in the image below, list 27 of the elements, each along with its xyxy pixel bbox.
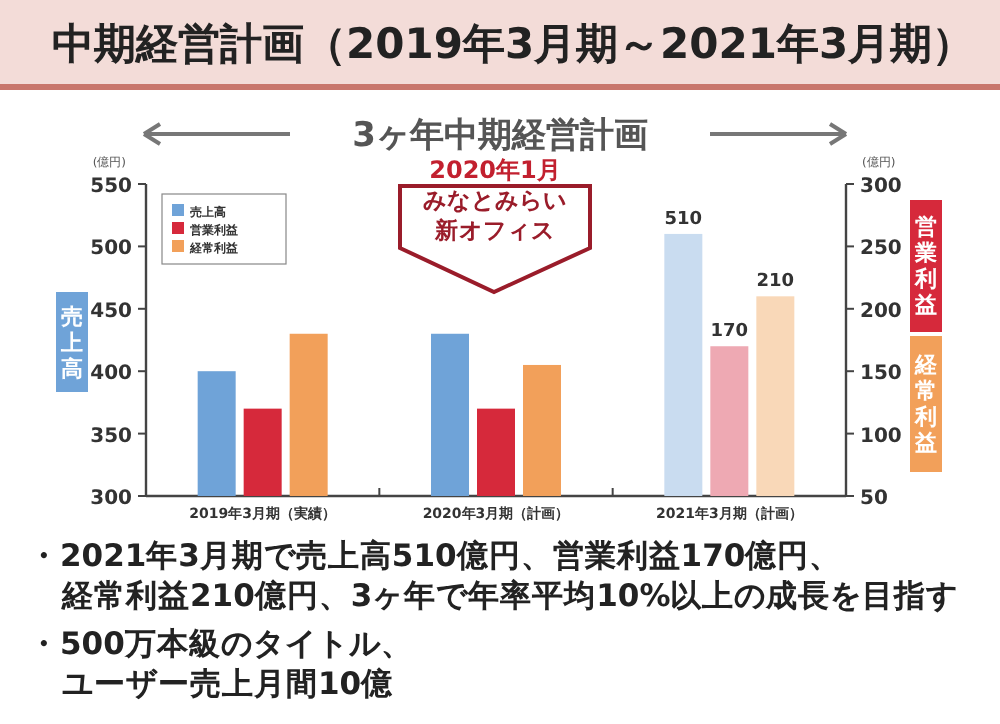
text: 経常利益 (912, 352, 939, 456)
annotation: みなとみらい (421, 186, 569, 214)
text: ・500万本級のタイトル、 (28, 624, 413, 664)
data-label: 210 (756, 272, 795, 293)
text: ・2021年3月期で売上高510億円、営業利益170億円、 (28, 536, 842, 576)
y-tick-label: 500 (90, 238, 133, 261)
y2-tick-label: 200 (860, 300, 902, 323)
y-tick-label: 400 (90, 363, 133, 386)
annotation: 2020年1月 (427, 156, 563, 184)
y2-tick-label: 100 (860, 425, 902, 448)
data-label: 510 (664, 209, 703, 230)
y2-tick-label: 300 (860, 176, 902, 198)
text: 営業利益 (912, 214, 939, 318)
y-tick-label: 550 (90, 176, 133, 198)
y2-tick-label: 250 (860, 238, 902, 261)
y2-tick-label: 50 (860, 488, 888, 510)
annotation: 新オフィス (433, 216, 557, 244)
text: 経常利益210億円、3ヶ年で年率平均10%以上の成長を目指す (62, 576, 959, 616)
text: 売上高 (59, 303, 85, 381)
y-tick-label: 300 (90, 488, 133, 510)
text: ユーザー売上月間10億 (62, 664, 394, 704)
data-label: 170 (710, 322, 749, 343)
chart-subtitle: 3ヶ年中期経営計画 (350, 114, 650, 158)
y-tick-label: 350 (90, 425, 133, 448)
chart-title: 中期経営計画（2019年3月期～2021年3月期） (52, 18, 975, 72)
y-tick-label: 450 (90, 300, 133, 323)
y2-tick-label: 150 (860, 363, 902, 386)
